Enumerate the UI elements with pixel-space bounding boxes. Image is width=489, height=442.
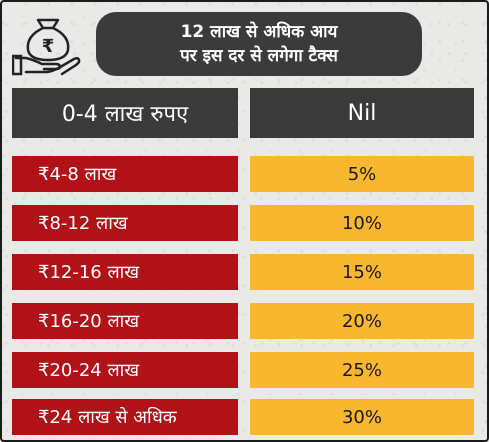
title-banner: 12 लाख से अधिक आय पर इस दर से लगेगा टैक्… — [96, 12, 422, 76]
table-row: ₹24 लाख से अधिक 30% — [0, 399, 489, 435]
header-slab: 0-4 लाख रुपए — [12, 88, 238, 138]
header-rate: Nil — [250, 88, 474, 138]
slab-cell: ₹16-20 लाख — [12, 303, 238, 339]
table-row: ₹16-20 लाख 20% — [0, 303, 489, 339]
slab-cell: ₹8-12 लाख — [12, 205, 238, 241]
slab-cell: ₹20-24 लाख — [12, 352, 238, 388]
table-row: ₹12-16 लाख 15% — [0, 254, 489, 290]
rupee-money-bag-icon: ₹ — [11, 14, 84, 76]
table-row: ₹20-24 लाख 25% — [0, 352, 489, 388]
svg-text:₹: ₹ — [42, 36, 55, 57]
rate-cell: 25% — [250, 352, 474, 388]
slab-cell: ₹12-16 लाख — [12, 254, 238, 290]
title-line-1: 12 लाख से अधिक आय — [180, 22, 338, 42]
rate-cell: 20% — [250, 303, 474, 339]
slab-cell: ₹4-8 लाख — [12, 156, 238, 192]
rate-cell: 5% — [250, 156, 474, 192]
slab-cell: ₹24 लाख से अधिक — [12, 399, 238, 435]
rate-cell: 10% — [250, 205, 474, 241]
table-row: ₹4-8 लाख 5% — [0, 156, 489, 192]
rate-cell: 15% — [250, 254, 474, 290]
rate-cell: 30% — [250, 399, 474, 435]
table-row: ₹8-12 लाख 10% — [0, 205, 489, 241]
title-line-2: पर इस दर से लगेगा टैक्स — [180, 46, 338, 66]
